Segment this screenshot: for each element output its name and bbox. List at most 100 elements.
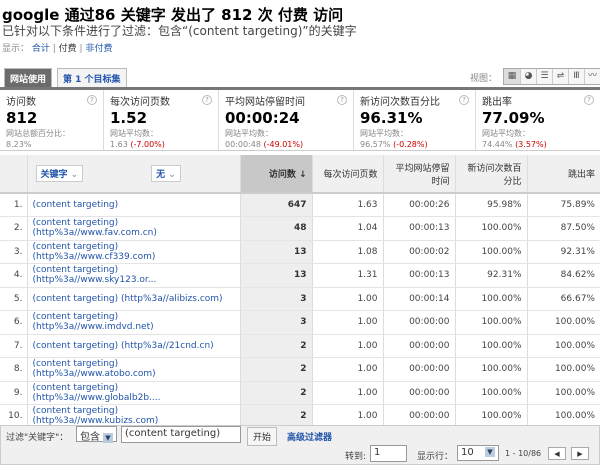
next-page-button[interactable]: ▶ (571, 447, 589, 460)
visits-cell: 647 (239, 193, 312, 217)
row-number: 2. (0, 216, 27, 241)
col-new-visits[interactable]: 新访问次数百分比 (454, 155, 527, 194)
keyword-link[interactable]: (content targeting) (http%3a//www.kubizs… (32, 406, 159, 427)
new-visits-cell: 100.00% (454, 381, 527, 405)
performance-icon[interactable]: ☰ (536, 69, 552, 84)
metric-label: 访问数 (6, 97, 36, 108)
help-icon[interactable]: ? (87, 95, 97, 105)
new-visits-cell: 100.00% (454, 216, 527, 241)
bounce-rate-cell: 75.89% (526, 193, 600, 217)
metric-card: 新访问次数百分比 ? 96.31% 网站平均数： 96.57% (-0.28%) (353, 90, 475, 150)
primary-dimension-dropdown[interactable]: 关键字 ⌄ (35, 165, 84, 182)
pages-per-visit-cell: 1.04 (311, 216, 383, 241)
show-paid: 付费 (58, 44, 77, 54)
metric-value: 1.52 (110, 109, 148, 127)
metric-label: 平均网站停留时间 (225, 97, 305, 108)
goto-label: 转到: (345, 452, 367, 462)
help-icon[interactable]: ? (584, 95, 594, 105)
col-visits[interactable]: 访问数 ↓ (239, 155, 312, 194)
pages-per-visit-cell: 1.00 (311, 381, 383, 405)
pie-icon[interactable]: ◕ (520, 69, 536, 84)
new-visits-cell: 100.00% (454, 357, 527, 382)
tab-site-usage[interactable]: 网站使用 (4, 68, 53, 87)
pages-per-visit-cell: 1.00 (311, 287, 383, 311)
bounce-rate-cell: 100.00% (526, 310, 600, 335)
bounce-rate-cell: 66.67% (526, 287, 600, 311)
rows-per-page-select[interactable]: 10 ▼ (457, 445, 499, 461)
metric-delta: (-49.01%) (263, 140, 304, 149)
bounce-rate-cell: 100.00% (526, 334, 600, 358)
avg-time-cell: 00:00:00 (382, 334, 455, 358)
metric-sub-label: 网站平均数： (110, 129, 158, 138)
tab-goal-set-1[interactable]: 第 1 个目标集 (57, 68, 127, 87)
col-bounce-rate[interactable]: 跳出率 (526, 155, 600, 194)
bounce-rate-cell: 100.00% (526, 381, 600, 405)
metric-delta: (-0.28%) (393, 140, 428, 149)
view-label: 视图： (470, 74, 498, 84)
keyword-link[interactable]: (content targeting) (http%3a//www.cf339.… (32, 241, 156, 262)
visits-cell: 3 (239, 287, 312, 311)
filter-operator-select[interactable]: 包含 ▼ (76, 426, 117, 443)
trend-icon[interactable]: 〰 (584, 69, 600, 84)
table-row: 5. (content targeting) (http%3a//alibizs… (0, 287, 600, 311)
metric-sub-label: 网站总额百分比： (6, 129, 70, 138)
metric-value: 77.09% (482, 109, 545, 127)
advanced-filter-link[interactable]: 高级过滤器 (287, 433, 333, 443)
metric-site-value: 8.23% (6, 140, 32, 149)
show-label: 显示： (2, 44, 30, 54)
metric-delta: (-7.00%) (130, 140, 165, 149)
view-switcher: ▦ ◕ ☰ ⇌ Ⅲ 〰 (503, 68, 600, 85)
visits-cell: 48 (239, 216, 312, 241)
row-number: 3. (0, 240, 27, 264)
table-row: 7. (content targeting) (http%3a//21cnd.c… (0, 334, 600, 358)
metric-delta: (3.57%) (515, 140, 547, 149)
show-selector: 显示： 合计 | 付费 | 非付费 (2, 44, 113, 54)
show-total-link[interactable]: 合计 (31, 44, 50, 54)
secondary-dimension-dropdown[interactable]: 无 ⌄ (151, 165, 181, 182)
pages-per-visit-cell: 1.63 (311, 193, 383, 217)
table-footer: 过滤"关键字"： 包含 ▼ (content targeting) 开始 高级过滤… (0, 425, 600, 465)
new-visits-cell: 92.31% (454, 263, 527, 288)
metric-sub-label: 网站平均数： (482, 129, 530, 138)
help-icon[interactable]: ? (202, 95, 212, 105)
table-icon[interactable]: ▦ (504, 69, 520, 84)
visits-cell: 3 (239, 310, 312, 335)
keyword-link[interactable]: (content targeting) (32, 200, 119, 210)
metric-value: 00:00:24 (225, 109, 300, 127)
filter-input[interactable]: (content targeting) (121, 426, 241, 443)
keyword-link[interactable]: (content targeting) (http%3a//www.imdvd.… (32, 312, 154, 333)
data-table: 关键字 ⌄ 无 ⌄ 访问数 ↓ 每次访问页数 平均网站停留时间 新访问次数百分比… (0, 155, 600, 429)
avg-time-cell: 00:00:13 (382, 216, 455, 241)
keyword-link[interactable]: (content targeting) (http%3a//www.sky123… (32, 265, 157, 286)
metric-label: 跳出率 (482, 97, 512, 108)
keyword-link[interactable]: (content targeting) (http%3a//21cnd.cn) (32, 340, 214, 351)
prev-page-button[interactable]: ◀ (548, 447, 566, 460)
comparison-icon[interactable]: ⇌ (552, 69, 568, 84)
avg-time-cell: 00:00:00 (382, 310, 455, 335)
help-icon[interactable]: ? (459, 95, 469, 105)
visits-cell: 2 (239, 404, 312, 429)
new-visits-cell: 100.00% (454, 240, 527, 264)
keyword-link[interactable]: (content targeting) (http%3a//www.global… (32, 382, 161, 403)
new-visits-cell: 95.98% (454, 193, 527, 217)
metric-site-value: 1.63 (110, 140, 128, 149)
col-pages-per-visit[interactable]: 每次访问页数 (311, 155, 383, 194)
keyword-link[interactable]: (content targeting) (http%3a//alibizs.co… (32, 293, 223, 304)
show-nonpaid-link[interactable]: 非付费 (85, 44, 113, 54)
pages-per-visit-cell: 1.00 (311, 334, 383, 358)
goto-page-input[interactable]: 1 (370, 445, 407, 462)
table-row: 10. (content targeting) (http%3a//www.ku… (0, 404, 600, 429)
visits-cell: 2 (239, 334, 312, 358)
keyword-link[interactable]: (content targeting) (http%3a//www.fav.co… (32, 218, 157, 239)
visits-cell: 2 (239, 381, 312, 405)
pivot-icon[interactable]: Ⅲ (568, 69, 584, 84)
bounce-rate-cell: 84.62% (526, 263, 600, 288)
help-icon[interactable]: ? (337, 95, 347, 105)
avg-time-cell: 00:00:14 (382, 287, 455, 311)
col-avg-time[interactable]: 平均网站停留时间 (382, 155, 455, 194)
keyword-link[interactable]: (content targeting) (http%3a//www.atobo.… (32, 359, 156, 380)
table-row: 6. (content targeting) (http%3a//www.imd… (0, 310, 600, 335)
table-row: 9. (content targeting) (http%3a//www.glo… (0, 381, 600, 405)
metric-site-value: 96.57% (360, 140, 391, 149)
filter-go-button[interactable]: 开始 (247, 427, 278, 446)
